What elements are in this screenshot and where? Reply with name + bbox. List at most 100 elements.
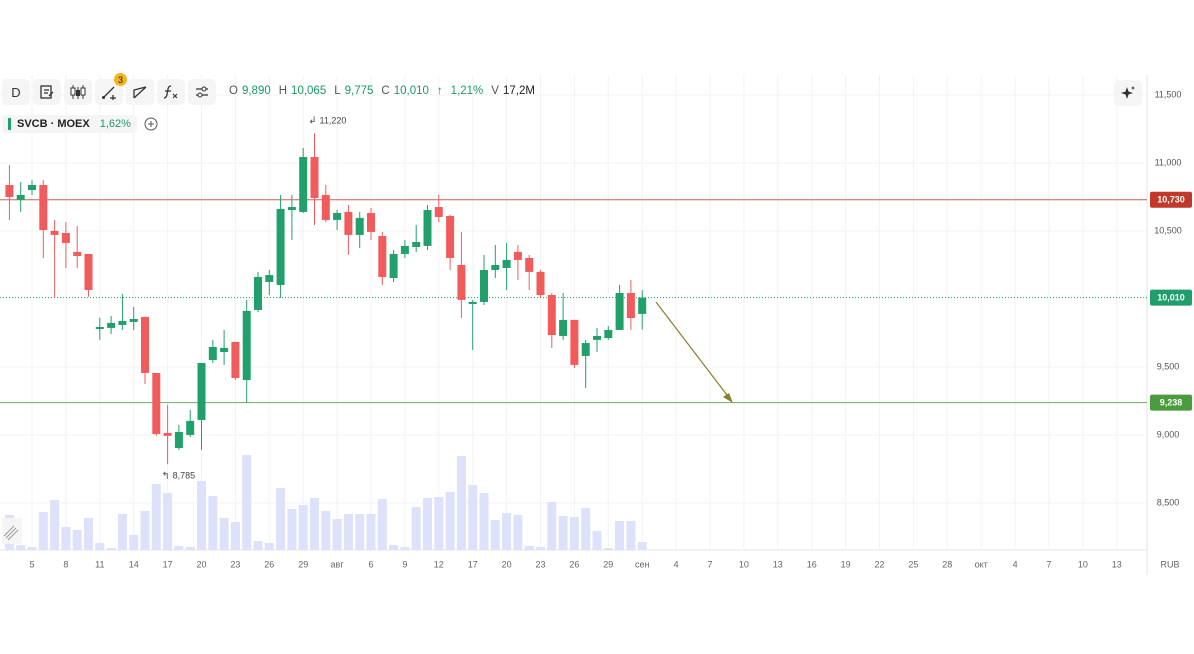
x-tick-label: 16 <box>807 559 817 569</box>
interval-button[interactable]: D <box>2 79 30 105</box>
x-tick-label: 26 <box>264 559 274 569</box>
volume-bar <box>456 456 466 550</box>
candle-body <box>400 245 409 254</box>
quote-value: 10,065 <box>291 85 327 97</box>
volume-bar <box>298 505 308 550</box>
x-tick-label: 29 <box>298 559 308 569</box>
y-tick-label: 9,000 <box>1157 429 1180 439</box>
candle-body <box>321 194 330 220</box>
chart-type-button[interactable] <box>64 79 92 105</box>
currency: RUB <box>1160 559 1179 569</box>
candle-body <box>480 270 488 302</box>
volume-bar <box>592 531 602 550</box>
candle-body <box>344 211 353 235</box>
candle-body <box>468 301 477 305</box>
settings-button[interactable] <box>188 79 216 105</box>
candle-body <box>231 341 240 378</box>
quote-label: O <box>229 85 238 97</box>
x-tick-label: 23 <box>230 559 240 569</box>
candle-body <box>367 213 375 232</box>
volume-bar <box>434 497 444 550</box>
price-label-bg <box>1150 289 1192 306</box>
change-arrow: ↑ <box>436 85 443 97</box>
add-compare[interactable] <box>143 116 159 132</box>
volume-bar <box>95 543 105 550</box>
quote-label: L <box>334 85 341 97</box>
candle-body <box>152 372 161 435</box>
candle-body <box>16 194 25 200</box>
volume-bar <box>547 502 557 550</box>
volume-bar <box>264 543 274 550</box>
volume-bar <box>389 545 399 550</box>
candle-body <box>287 207 296 211</box>
candle-body <box>434 207 443 217</box>
x-tick-label: 9 <box>402 559 407 569</box>
volume-bar <box>140 511 150 550</box>
volume-bar <box>343 514 353 550</box>
y-tick-label: 10,500 <box>1154 225 1182 235</box>
y-tick-label: 11,000 <box>1155 157 1182 167</box>
symbol-chip[interactable]: SVCB · MOEX 1,62% <box>2 115 137 133</box>
candle-body <box>446 216 455 259</box>
x-tick-label: 17 <box>163 559 173 569</box>
volume-bar <box>208 496 218 550</box>
lines-button[interactable] <box>126 79 154 105</box>
quote-value: 9,890 <box>241 85 271 97</box>
volume-bar <box>117 514 127 550</box>
volume-bar <box>445 492 455 550</box>
icon <box>40 85 54 99</box>
icon <box>70 85 86 99</box>
volume-bar <box>423 498 432 550</box>
candle-body <box>174 431 183 449</box>
candle-body <box>378 236 387 277</box>
volume-bar <box>513 515 523 550</box>
assistant-button[interactable] <box>1114 80 1142 106</box>
volume-bar <box>524 546 534 550</box>
badge: 3 <box>114 73 127 86</box>
candle-body <box>50 230 59 235</box>
x-tick-label: 10 <box>739 559 749 569</box>
x-tick-label: 7 <box>707 559 712 569</box>
icon <box>133 86 147 99</box>
candle-body <box>626 292 635 319</box>
volume-bar <box>230 522 240 550</box>
y-tick-label: 8,500 <box>1157 497 1180 507</box>
indicators-button[interactable] <box>157 79 185 105</box>
volume-bar <box>106 548 116 550</box>
volume-bar <box>479 493 489 550</box>
candle-body <box>389 253 398 279</box>
volume-bar <box>4 515 14 550</box>
candle-body <box>254 276 262 310</box>
x-tick-label: 19 <box>841 559 851 569</box>
quote-value: 10,010 <box>393 85 429 97</box>
x-tick-label: 29 <box>603 559 613 569</box>
x-tick-label: 7 <box>1046 559 1051 569</box>
price-label: 9,238 <box>1160 397 1183 407</box>
volume-bar <box>16 545 26 550</box>
annotation: 8,785 <box>173 471 196 481</box>
x-tick-label: 20 <box>196 559 206 569</box>
x-tick-label: 4 <box>1013 559 1018 569</box>
annotation-arrow: ↲ <box>308 116 316 127</box>
quote-value: 9,775 <box>344 85 374 97</box>
interval: D <box>11 84 21 100</box>
symbol-color <box>8 118 11 130</box>
volume-bar <box>129 535 139 550</box>
volume-bar <box>310 498 319 550</box>
candle-body <box>536 271 545 296</box>
candle-body <box>39 185 48 231</box>
template-button[interactable] <box>33 79 61 105</box>
badge-count: 3 <box>117 74 123 85</box>
candle-body <box>513 251 522 260</box>
x-tick-label: окт <box>975 559 988 569</box>
x-tick-label: 17 <box>468 559 478 569</box>
volume-bar <box>185 547 195 550</box>
volume-bar <box>163 493 173 550</box>
quote-label: H <box>278 85 288 97</box>
volume-bar <box>84 518 93 550</box>
volume-bar <box>332 519 342 550</box>
candle-body <box>491 264 500 271</box>
candle-body <box>593 335 601 340</box>
x-tick-label: 23 <box>535 559 545 569</box>
